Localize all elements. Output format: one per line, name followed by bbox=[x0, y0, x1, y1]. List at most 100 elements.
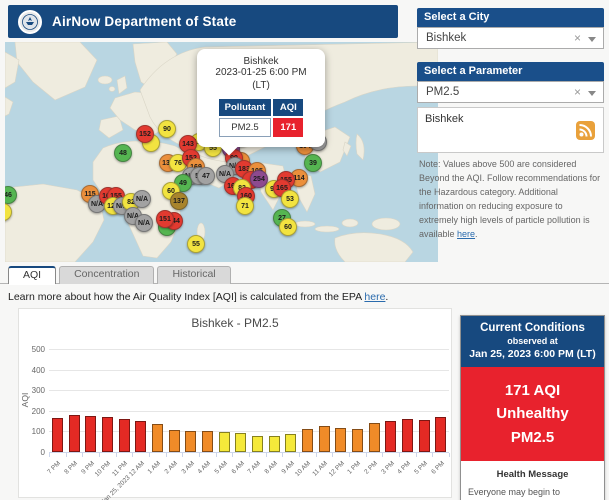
map-marker[interactable]: 53 bbox=[281, 190, 299, 208]
chart-xtick bbox=[165, 453, 167, 457]
chart-xtick bbox=[182, 453, 184, 457]
chart-xtick bbox=[82, 453, 84, 457]
chart-xtick bbox=[65, 453, 67, 457]
chart-bar[interactable] bbox=[85, 415, 97, 452]
chart-bar[interactable] bbox=[201, 430, 213, 452]
health-message-text: Everyone may begin to experience health … bbox=[468, 486, 561, 497]
chart-xtick bbox=[282, 453, 284, 457]
tab-concentration[interactable]: Concentration bbox=[59, 266, 155, 284]
chart-xtick bbox=[315, 453, 317, 457]
chart-ytick: 400 bbox=[31, 365, 45, 375]
aqi-value-line: 171 AQI bbox=[504, 382, 561, 399]
chart-bar[interactable] bbox=[401, 419, 413, 452]
learn-more-here-link[interactable]: here bbox=[364, 291, 386, 303]
note-suffix: . bbox=[475, 228, 478, 239]
note-text: Note: Values above 500 are considered Be… bbox=[419, 159, 601, 239]
chart-grid bbox=[49, 431, 449, 433]
map-marker[interactable]: 151 bbox=[156, 210, 174, 228]
current-conditions-header: Current Conditions observed at Jan 25, 2… bbox=[461, 316, 604, 367]
chart-bar[interactable] bbox=[101, 417, 113, 452]
chart-xtick bbox=[149, 453, 150, 457]
chart-ytick: 0 bbox=[40, 448, 45, 457]
chart-bar[interactable] bbox=[118, 419, 130, 452]
chart-bar[interactable] bbox=[335, 428, 347, 452]
map-marker[interactable]: 47 bbox=[197, 167, 215, 185]
map-marker[interactable]: 254 bbox=[250, 170, 268, 188]
map-marker[interactable]: 152 bbox=[136, 125, 154, 143]
map-marker[interactable]: N/A bbox=[135, 214, 153, 232]
aqi-note: Note: Values above 500 are considered Be… bbox=[419, 158, 601, 242]
chart-bar[interactable] bbox=[68, 414, 80, 452]
map-marker[interactable]: 48 bbox=[114, 144, 132, 162]
map-marker[interactable]: 55 bbox=[187, 235, 205, 253]
chart-xtick bbox=[432, 453, 434, 457]
chart-xtick bbox=[99, 453, 100, 457]
chart-ytick: 500 bbox=[31, 345, 45, 354]
chart-xtick bbox=[349, 453, 350, 457]
tab-bar: AQI Concentration Historical bbox=[8, 266, 231, 285]
popup-aqi-value: 171 bbox=[273, 118, 304, 137]
observed-datetime: Jan 25, 2023 6:00 PM (LT) bbox=[469, 348, 596, 360]
chart-bar[interactable] bbox=[235, 433, 247, 452]
popup-col-pollutant: Pollutant bbox=[218, 99, 272, 116]
page-title: AirNow Department of State bbox=[52, 14, 237, 29]
chart-xtick bbox=[265, 453, 267, 457]
chart-bar[interactable] bbox=[318, 425, 330, 452]
chart-bar[interactable] bbox=[51, 417, 63, 452]
parameter-caret-down-icon[interactable] bbox=[588, 91, 596, 96]
observed-at-label: observed at bbox=[507, 336, 558, 346]
tab-historical[interactable]: Historical bbox=[157, 266, 231, 284]
note-here-link[interactable]: here bbox=[457, 228, 476, 239]
rss-icon[interactable] bbox=[576, 121, 595, 140]
chart-bar[interactable] bbox=[418, 420, 430, 452]
popup-col-aqi: AQI bbox=[273, 99, 304, 116]
chart-grid bbox=[49, 369, 449, 371]
chart-xtick bbox=[449, 453, 450, 457]
tab-aqi[interactable]: AQI bbox=[8, 266, 57, 285]
map-marker[interactable]: N/A bbox=[133, 190, 151, 208]
select-parameter-header: Select a Parameter bbox=[417, 62, 604, 81]
map-marker[interactable]: 71 bbox=[236, 197, 254, 215]
dos-seal-logo bbox=[18, 9, 42, 34]
select-city-header: Select a City bbox=[417, 8, 604, 27]
chart-bar[interactable] bbox=[151, 424, 163, 452]
health-message-title: Health Message bbox=[496, 468, 569, 480]
parameter-clear-icon[interactable]: × bbox=[573, 85, 581, 99]
chart-bar[interactable] bbox=[368, 423, 380, 452]
chart-bar[interactable] bbox=[268, 436, 280, 452]
parameter-select[interactable]: PM2.5 × bbox=[417, 81, 604, 103]
chart-y-axis-label: AQI bbox=[20, 392, 30, 408]
city-clear-icon[interactable]: × bbox=[573, 31, 581, 45]
map-marker[interactable]: 137 bbox=[170, 192, 188, 210]
map-marker[interactable]: 39 bbox=[304, 154, 322, 172]
chart-xtick bbox=[399, 453, 400, 457]
map-marker[interactable]: 60 bbox=[279, 218, 297, 236]
chart-xtick bbox=[232, 453, 234, 457]
chart-bar[interactable] bbox=[135, 420, 147, 452]
city-caret-down-icon[interactable] bbox=[588, 37, 596, 42]
city-select-value: Bishkek bbox=[426, 32, 467, 44]
map-marker[interactable]: 90 bbox=[158, 120, 176, 138]
chart-bar[interactable] bbox=[285, 434, 297, 452]
chart-baseline bbox=[49, 452, 449, 453]
chart-bar[interactable] bbox=[218, 432, 230, 452]
chart-bar[interactable] bbox=[351, 428, 363, 452]
aqi-pollutant: PM2.5 bbox=[510, 428, 555, 446]
chart-bar[interactable] bbox=[435, 417, 447, 452]
city-select[interactable]: Bishkek × bbox=[417, 27, 604, 49]
current-conditions-panel: Current Conditions observed at Jan 25, 2… bbox=[460, 315, 605, 500]
chart-title: Bishkek - PM2.5 bbox=[191, 316, 279, 330]
chart-bar[interactable] bbox=[185, 430, 197, 452]
chart-bar[interactable] bbox=[301, 428, 313, 452]
world-map[interactable]: 4648152901181435513376152169N/A544749601… bbox=[5, 42, 438, 262]
learn-more-line: Learn more about how the Air Quality Ind… bbox=[8, 291, 388, 303]
chart-grid bbox=[49, 390, 449, 392]
tab-divider bbox=[0, 283, 609, 284]
chart-xtick bbox=[382, 453, 384, 457]
chart-grid bbox=[49, 410, 449, 412]
chart-bar[interactable] bbox=[385, 420, 397, 452]
chart-bar[interactable] bbox=[251, 436, 263, 452]
chart-xtick bbox=[332, 453, 334, 457]
chart-bar[interactable] bbox=[168, 429, 180, 452]
